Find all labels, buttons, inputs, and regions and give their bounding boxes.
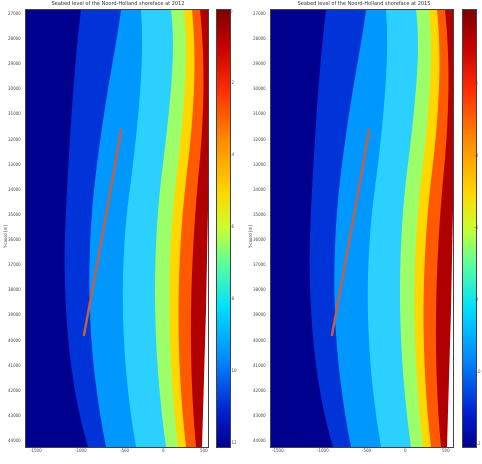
y-tick: 27000 xyxy=(8,11,21,16)
cbar-tick: -10 xyxy=(230,368,237,373)
y-tick: 44000 xyxy=(253,438,266,443)
x-tick: 0 xyxy=(162,448,165,453)
figure-panel-2012: Seabed level of the Noord-Holland shoref… xyxy=(0,0,240,464)
y-tick: 31000 xyxy=(8,111,21,117)
x-tick: 0 xyxy=(404,448,407,453)
bathymetry-map-2012 xyxy=(25,9,209,448)
y-tick: 33000 xyxy=(253,161,266,167)
y-tick: 29000 xyxy=(253,61,266,67)
y-tick: 35000 xyxy=(8,211,21,217)
y-tick: 43000 xyxy=(253,412,266,418)
land-area xyxy=(447,10,453,447)
y-tick: 34000 xyxy=(253,186,266,192)
x-tick: 500 xyxy=(200,448,208,453)
cbar-tick: 0 xyxy=(230,9,233,14)
colorbar xyxy=(216,9,231,448)
y-tick: 38000 xyxy=(8,287,21,293)
x-tick: -1000 xyxy=(317,448,329,453)
cbar-tick: -12 xyxy=(474,441,481,446)
y-tick: 29000 xyxy=(8,61,21,67)
cbar-tick: -6 xyxy=(474,225,478,230)
heatmap-svg xyxy=(26,10,208,447)
y-tick: 42000 xyxy=(253,387,266,393)
x-tick: -1000 xyxy=(75,448,87,453)
x-tick: -500 xyxy=(120,448,130,453)
y-tick: 37000 xyxy=(8,262,21,268)
y-tick: 40000 xyxy=(253,337,266,343)
y-tick: 42000 xyxy=(8,387,21,393)
y-tick: 33000 xyxy=(8,161,21,167)
y-tick: 35000 xyxy=(253,211,266,217)
chart-title: Seabed level of the Noord-Holland shoref… xyxy=(297,1,431,7)
figure-panel-2015: Seabed level of the Noord-Holland shoref… xyxy=(242,0,482,464)
annotation-line xyxy=(82,128,123,337)
y-tick: 28000 xyxy=(253,36,266,42)
y-tick: 30000 xyxy=(8,86,21,92)
y-tick: 34000 xyxy=(8,186,21,192)
cbar-tick: -8 xyxy=(230,296,234,301)
cbar-tick: -2 xyxy=(474,81,478,86)
y-tick: 30000 xyxy=(253,86,266,92)
heatmap-svg xyxy=(271,10,453,447)
y-tick: 39000 xyxy=(253,312,266,318)
cbar-tick: -6 xyxy=(230,224,234,229)
depth-band-red xyxy=(190,10,208,447)
y-tick: 36000 xyxy=(253,237,266,243)
bathymetry-map-2015 xyxy=(270,9,454,448)
y-tick: 41000 xyxy=(253,362,266,368)
cbar-tick: -10 xyxy=(474,369,481,374)
cbar-tick: -12 xyxy=(230,440,237,445)
cbar-tick: -2 xyxy=(230,80,234,85)
cbar-tick: -4 xyxy=(230,152,234,157)
cbar-tick: -4 xyxy=(474,153,478,158)
y-tick: 27000 xyxy=(253,11,266,16)
y-tick: 40000 xyxy=(8,337,21,343)
y-tick: 37000 xyxy=(253,262,266,268)
y-tick: 44000 xyxy=(8,438,21,443)
cbar-tick: 0 xyxy=(474,9,477,14)
depth-band-red xyxy=(435,10,453,447)
colorbar xyxy=(462,9,477,448)
x-tick: 500 xyxy=(442,448,450,453)
chart-title: Seabed level of the Noord-Holland shoref… xyxy=(51,1,185,7)
y-tick: 39000 xyxy=(8,312,21,318)
y-tick: 36000 xyxy=(8,237,21,243)
x-tick: -1500 xyxy=(30,448,42,453)
x-tick: -1500 xyxy=(272,448,284,453)
y-tick: 32000 xyxy=(253,136,266,142)
y-tick: 28000 xyxy=(8,36,21,42)
cbar-tick: -8 xyxy=(474,297,478,302)
annotation-line xyxy=(330,128,371,337)
y-tick: 31000 xyxy=(253,111,266,117)
y-tick: 43000 xyxy=(8,412,21,418)
y-tick: 32000 xyxy=(8,136,21,142)
y-tick: 41000 xyxy=(8,362,21,368)
x-tick: -500 xyxy=(362,448,372,453)
land-area xyxy=(202,10,208,447)
y-tick: 38000 xyxy=(253,287,266,293)
